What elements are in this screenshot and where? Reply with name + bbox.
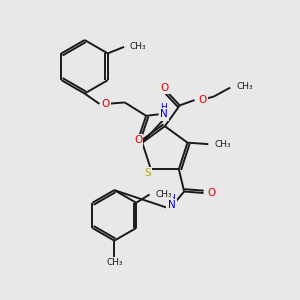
Text: O: O: [207, 188, 215, 198]
Text: CH₃: CH₃: [236, 82, 253, 91]
Text: O: O: [160, 82, 168, 93]
Text: O: O: [199, 95, 207, 105]
Text: CH₃: CH₃: [215, 140, 231, 148]
Text: H: H: [160, 103, 167, 112]
Text: CH₃: CH₃: [106, 258, 123, 267]
Text: H: H: [168, 194, 175, 203]
Text: S: S: [144, 168, 151, 178]
Text: O: O: [134, 136, 142, 146]
Text: CH₃: CH₃: [130, 42, 146, 51]
Text: CH₃: CH₃: [155, 190, 172, 199]
Text: N: N: [160, 109, 168, 119]
Text: N: N: [167, 200, 175, 210]
Text: O: O: [102, 99, 110, 109]
